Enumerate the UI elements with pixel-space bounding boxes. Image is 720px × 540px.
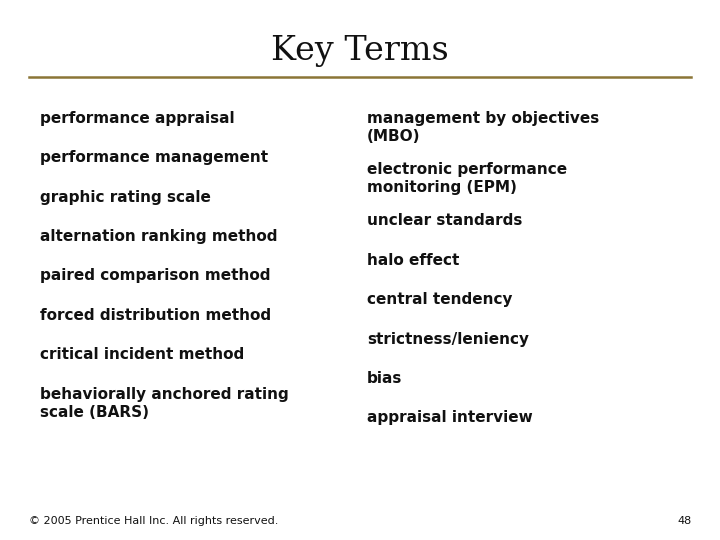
Text: graphic rating scale: graphic rating scale bbox=[40, 190, 210, 205]
Text: paired comparison method: paired comparison method bbox=[40, 268, 270, 284]
Text: appraisal interview: appraisal interview bbox=[367, 410, 533, 426]
Text: behaviorally anchored rating
scale (BARS): behaviorally anchored rating scale (BARS… bbox=[40, 387, 288, 420]
Text: central tendency: central tendency bbox=[367, 292, 513, 307]
Text: performance management: performance management bbox=[40, 150, 268, 165]
Text: forced distribution method: forced distribution method bbox=[40, 308, 271, 323]
Text: Key Terms: Key Terms bbox=[271, 35, 449, 67]
Text: © 2005 Prentice Hall Inc. All rights reserved.: © 2005 Prentice Hall Inc. All rights res… bbox=[29, 516, 278, 526]
Text: strictness/leniency: strictness/leniency bbox=[367, 332, 529, 347]
Text: unclear standards: unclear standards bbox=[367, 213, 523, 228]
Text: bias: bias bbox=[367, 371, 402, 386]
Text: critical incident method: critical incident method bbox=[40, 347, 244, 362]
Text: alternation ranking method: alternation ranking method bbox=[40, 229, 277, 244]
Text: 48: 48 bbox=[677, 516, 691, 526]
Text: halo effect: halo effect bbox=[367, 253, 459, 268]
Text: electronic performance
monitoring (EPM): electronic performance monitoring (EPM) bbox=[367, 162, 567, 195]
Text: management by objectives
(MBO): management by objectives (MBO) bbox=[367, 111, 600, 144]
Text: performance appraisal: performance appraisal bbox=[40, 111, 234, 126]
